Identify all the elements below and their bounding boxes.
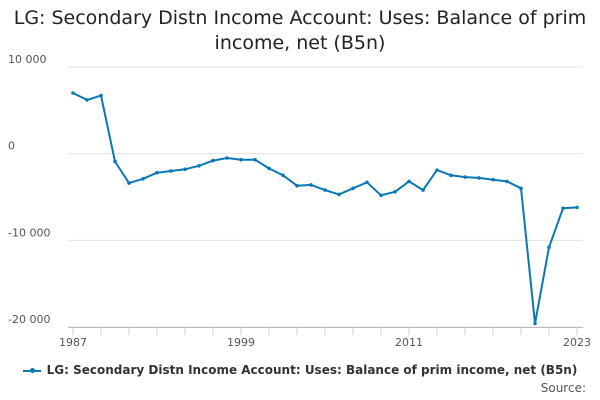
data-point: [309, 183, 313, 187]
data-point: [267, 166, 271, 171]
data-point: [169, 169, 173, 173]
data-point: [239, 157, 243, 162]
legend: LG: Secondary Distn Income Account: Uses…: [0, 363, 600, 377]
y-tick-label: 10 000: [8, 53, 47, 66]
data-point: [575, 205, 579, 210]
data-point: [113, 159, 117, 164]
data-point: [197, 164, 201, 168]
y-tick-label: -10 000: [8, 226, 50, 239]
data-point: [477, 176, 481, 180]
data-point: [337, 192, 341, 197]
y-axis: 10 000 0 -10 000 -20 000: [8, 53, 50, 326]
data-point: [393, 190, 397, 194]
data-point: [323, 188, 327, 192]
data-point: [519, 186, 523, 191]
legend-swatch: [22, 367, 41, 373]
legend-label: LG: Secondary Distn Income Account: Uses…: [46, 363, 578, 377]
data-point: [253, 157, 257, 162]
data-point: [183, 167, 187, 172]
gridlines: [68, 66, 583, 328]
data-point: [421, 188, 425, 192]
data-point: [561, 206, 565, 211]
data-point: [449, 173, 453, 178]
source-label: Source:: [540, 381, 586, 395]
chart-title: LG: Secondary Distn Income Account: Uses…: [13, 7, 587, 54]
data-point: [351, 186, 355, 191]
data-point: [491, 177, 495, 182]
plot-area: [71, 91, 579, 326]
data-point: [547, 245, 551, 250]
data-point: [435, 168, 439, 172]
x-tick-label: 1987: [59, 336, 87, 349]
x-tick-label: 2011: [395, 336, 423, 349]
y-tick-label: 0: [8, 140, 15, 153]
data-point: [295, 183, 299, 188]
data-point: [99, 93, 103, 98]
data-point: [533, 321, 537, 326]
x-axis: 1987 1999 2011 2023: [59, 327, 591, 349]
data-point: [463, 175, 467, 179]
data-point: [71, 91, 75, 95]
data-point: [407, 179, 411, 184]
x-tick-label: 1999: [227, 336, 255, 349]
data-point: [225, 156, 229, 160]
data-point: [281, 173, 285, 178]
x-tick-label: 2023: [563, 336, 591, 349]
data-point: [127, 181, 131, 185]
data-point: [155, 170, 159, 175]
data-point: [211, 158, 215, 163]
data-point: [85, 98, 89, 102]
data-point: [505, 179, 509, 184]
data-point: [365, 180, 369, 185]
data-point: [141, 177, 145, 181]
series-line: [72, 92, 578, 325]
y-tick-label: -20 000: [8, 313, 50, 326]
data-point: [379, 193, 383, 198]
